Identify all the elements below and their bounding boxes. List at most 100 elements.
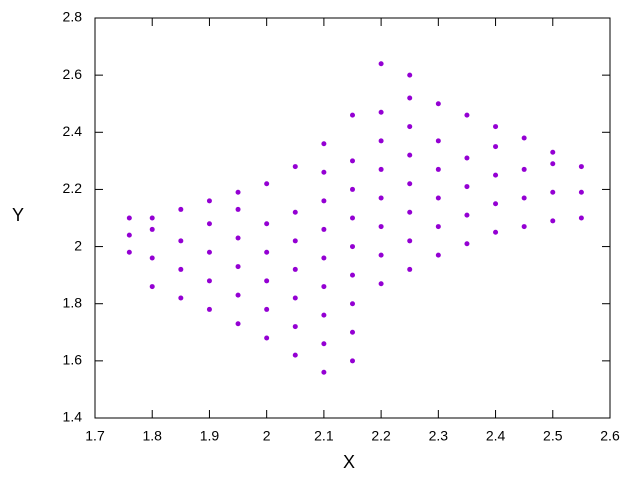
point xyxy=(578,215,584,221)
point xyxy=(126,215,132,221)
y-tick-label: 2.8 xyxy=(63,9,83,25)
point xyxy=(464,241,470,247)
x-tick-label: 2.6 xyxy=(600,428,620,444)
point xyxy=(321,341,327,347)
point xyxy=(264,249,270,255)
point xyxy=(435,224,441,230)
x-tick-label: 1.8 xyxy=(142,428,162,444)
point xyxy=(435,101,441,107)
point xyxy=(264,181,270,187)
point xyxy=(321,284,327,290)
point xyxy=(264,221,270,227)
point xyxy=(235,206,241,212)
point xyxy=(493,201,499,207)
point xyxy=(578,164,584,170)
point xyxy=(149,255,155,261)
point xyxy=(378,281,384,287)
x-tick-label: 2.2 xyxy=(371,428,391,444)
point xyxy=(292,352,298,358)
point xyxy=(435,252,441,258)
point xyxy=(264,306,270,312)
point xyxy=(464,212,470,218)
point xyxy=(149,226,155,232)
point xyxy=(521,135,527,141)
point xyxy=(407,95,413,101)
point xyxy=(206,306,212,312)
point xyxy=(521,166,527,172)
point xyxy=(292,266,298,272)
point xyxy=(126,249,132,255)
point xyxy=(350,244,355,250)
x-tick-label: 1.7 xyxy=(85,428,105,444)
y-tick-label: 1.4 xyxy=(63,409,83,425)
point xyxy=(264,278,270,284)
point xyxy=(235,235,241,241)
x-axis-title: X xyxy=(343,452,355,472)
point xyxy=(407,266,413,272)
point xyxy=(350,215,355,221)
point xyxy=(206,249,212,255)
point xyxy=(378,224,384,230)
point xyxy=(350,272,355,278)
y-tick-label: 2.6 xyxy=(63,66,83,82)
point xyxy=(407,152,413,158)
point xyxy=(350,358,355,364)
point xyxy=(378,138,384,144)
point xyxy=(493,144,499,150)
x-tick-label: 2 xyxy=(263,428,271,444)
point xyxy=(350,112,355,118)
point xyxy=(206,221,212,227)
point xyxy=(521,224,527,230)
point xyxy=(435,138,441,144)
point xyxy=(178,266,184,272)
x-tick-label: 2.1 xyxy=(314,428,334,444)
point xyxy=(235,189,241,195)
point xyxy=(550,149,556,155)
point xyxy=(235,321,241,327)
point xyxy=(235,264,241,270)
point xyxy=(464,112,470,118)
point xyxy=(321,141,327,147)
x-tick-label: 2.4 xyxy=(486,428,506,444)
x-tick-label: 2.3 xyxy=(429,428,449,444)
point xyxy=(350,329,355,335)
x-tick-label: 2.5 xyxy=(543,428,563,444)
point xyxy=(206,278,212,284)
point xyxy=(350,301,355,307)
point xyxy=(292,295,298,301)
y-tick-label: 1.8 xyxy=(63,294,83,310)
y-axis-title: Y xyxy=(12,205,24,225)
x-tick-label: 1.9 xyxy=(200,428,220,444)
point xyxy=(378,252,384,258)
point xyxy=(578,189,584,195)
point xyxy=(521,195,527,201)
point xyxy=(550,161,556,167)
point xyxy=(235,292,241,298)
point xyxy=(407,238,413,244)
point xyxy=(206,198,212,204)
point xyxy=(321,255,327,261)
point xyxy=(350,186,355,192)
point xyxy=(378,109,384,115)
point xyxy=(178,238,184,244)
point xyxy=(321,169,327,175)
plot-frame xyxy=(94,17,611,419)
point xyxy=(407,181,413,187)
point xyxy=(292,324,298,330)
point xyxy=(178,295,184,301)
point xyxy=(435,166,441,172)
point xyxy=(264,335,270,341)
point xyxy=(149,215,155,221)
point xyxy=(435,195,441,201)
point xyxy=(321,369,327,375)
point xyxy=(321,198,327,204)
point xyxy=(464,184,470,190)
point xyxy=(464,155,470,161)
point xyxy=(407,209,413,215)
point xyxy=(407,72,413,78)
point xyxy=(493,172,499,178)
point xyxy=(493,124,499,130)
point xyxy=(378,166,384,172)
point xyxy=(126,232,132,238)
